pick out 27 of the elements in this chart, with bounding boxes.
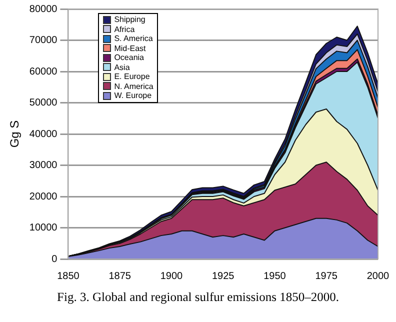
y-tick-label: 30000 — [29, 160, 58, 171]
x-tick-label: 1850 — [57, 270, 80, 282]
y-tick-label: 40000 — [29, 128, 58, 140]
legend-label: Africa — [114, 24, 135, 34]
x-tick-label: 1900 — [160, 270, 184, 282]
x-tick-label: 2000 — [366, 270, 390, 282]
y-tick-label: 0 — [52, 254, 58, 265]
y-tick-label: 10000 — [29, 222, 58, 234]
legend-label: Shipping — [114, 15, 146, 24]
y-tick-label: 80000 — [29, 4, 58, 15]
legend-label: E. Europe — [114, 72, 150, 82]
caption: Fig. 3. Global and regional sulfur emissions 1850–2000. — [56, 290, 340, 305]
y-tick-label: 50000 — [29, 98, 58, 108]
y-tick-label: 20000 — [29, 191, 58, 202]
x-tick-label: 1875 — [108, 270, 132, 282]
x-tick-label: 1950 — [264, 270, 286, 282]
legend-label: W. Europe — [114, 91, 152, 100]
legend-label: Mid-East — [114, 44, 146, 53]
x-tick-label: 1925 — [212, 270, 235, 282]
y-tick-label: 70000 — [29, 35, 58, 46]
legend-label: S. America — [114, 34, 153, 44]
y-axis-title: Gg S — [8, 120, 22, 148]
legend-label: Asia — [114, 62, 130, 72]
y-tick-label: 60000 — [29, 66, 58, 78]
legend-label: Oceania — [114, 53, 144, 62]
x-tick-label: 1975 — [315, 270, 338, 282]
legend-label: N. America — [114, 82, 154, 91]
